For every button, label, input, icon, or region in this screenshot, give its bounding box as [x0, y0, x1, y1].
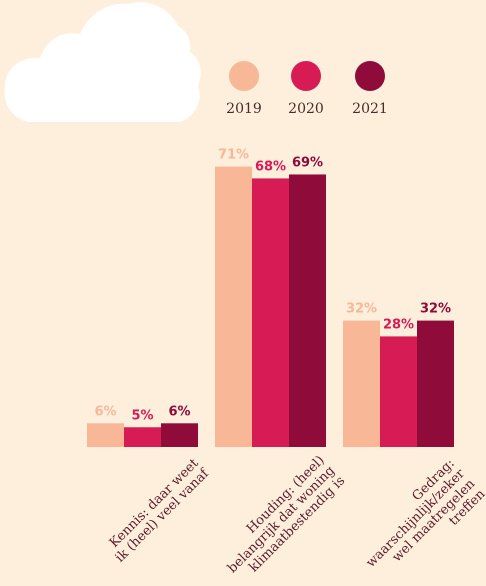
legend-swatch-2021: [355, 61, 385, 91]
legend-swatch-2020: [291, 61, 321, 91]
category-label-line: ik (heel) veel vanaf: [113, 465, 213, 565]
bar-2021-cat1: [161, 423, 198, 447]
category-label-2: Houding: (heel)belangrijk dat woningklim…: [215, 453, 348, 586]
value-label-2021-cat2: 69%: [292, 155, 323, 170]
bar-2020-cat3: [380, 336, 417, 447]
value-label-2020-cat2: 68%: [255, 159, 286, 174]
value-label-2019-cat3: 32%: [346, 302, 377, 317]
bar-2019-cat2: [215, 166, 252, 448]
value-label-2020-cat1: 5%: [131, 408, 153, 423]
value-label-2019-cat2: 71%: [218, 148, 249, 163]
legend-label-2020: 2020: [288, 101, 324, 117]
cloud-shape: [4, 2, 201, 122]
value-label-2021-cat1: 6%: [168, 404, 190, 419]
bars: [87, 166, 454, 448]
value-label-2021-cat3: 32%: [420, 302, 451, 317]
category-labels: Kennis: daar weetik (heel) veel vanaf Hou…: [102, 453, 486, 586]
bar-2021-cat3: [417, 320, 454, 447]
value-labels: 6% 71% 32% 5% 68% 28% 6% 69% 32%: [94, 148, 451, 424]
category-label-3: Gedrag:waarschijnlijk/zekerwel maatregel…: [353, 456, 486, 586]
category-label-line: belangrijk dat woning: [225, 463, 338, 576]
legend-label-2019: 2019: [226, 101, 262, 117]
bar-2019-cat1: [87, 423, 124, 447]
category-label-1: Kennis: daar weetik (heel) veel vanaf: [102, 455, 212, 565]
value-label-2019-cat1: 6%: [94, 404, 116, 419]
legend-swatch-2019: [229, 61, 259, 91]
legend: 2019 2020 2021: [226, 61, 388, 117]
bar-2021-cat2: [289, 174, 326, 447]
bar-2020-cat1: [124, 427, 161, 447]
legend-label-2021: 2021: [352, 101, 388, 117]
value-label-2020-cat3: 28%: [383, 317, 414, 332]
category-label-line: Kennis: daar weet: [107, 456, 202, 551]
bar-2020-cat2: [252, 178, 289, 447]
bar-2019-cat3: [343, 320, 380, 447]
